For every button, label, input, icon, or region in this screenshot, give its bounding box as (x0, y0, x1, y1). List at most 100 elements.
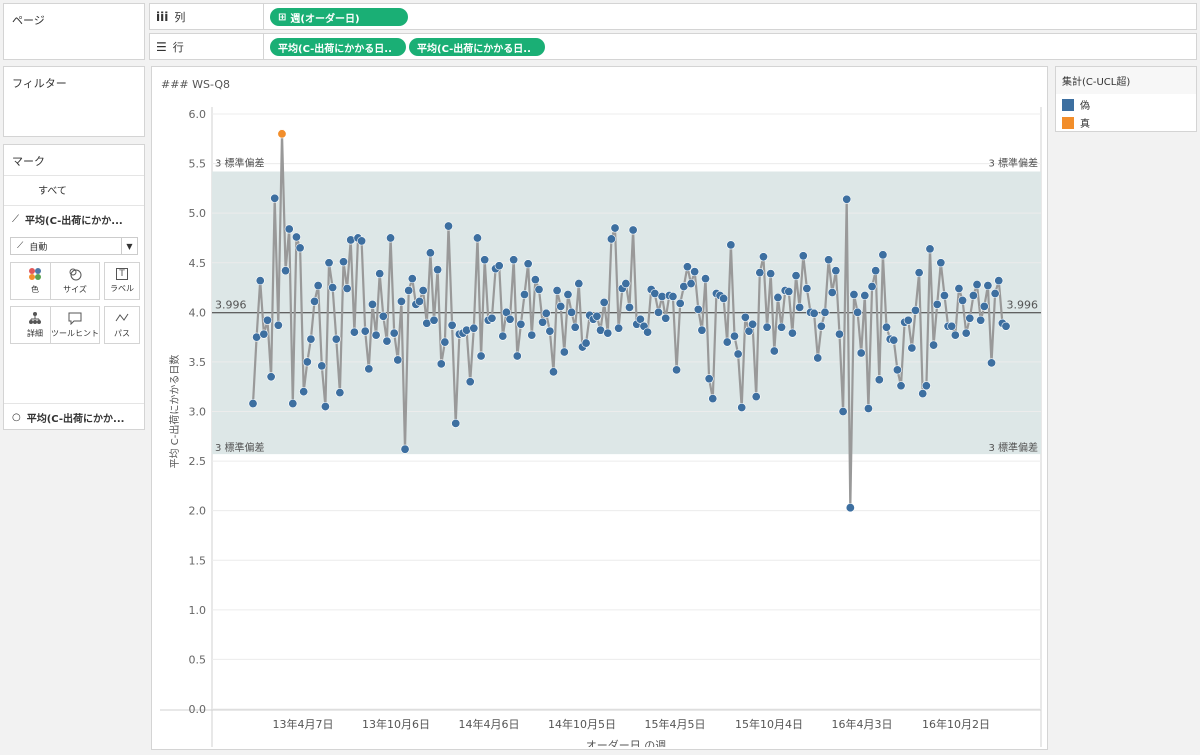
marks-series2-card[interactable]: ○ 平均(C-出荷にかか... (4, 403, 144, 431)
data-point (570, 322, 580, 332)
y-tick-label: 4.0 (189, 306, 207, 319)
data-point (994, 276, 1004, 286)
columns-icon: iii (156, 9, 169, 24)
data-point (842, 194, 852, 204)
data-point (795, 302, 805, 312)
text-label-icon: T (116, 268, 128, 280)
data-point (389, 328, 399, 338)
data-point (581, 338, 591, 348)
y-tick-label: 2.5 (189, 455, 207, 468)
data-point (813, 353, 823, 363)
data-point (328, 283, 338, 293)
data-point (494, 261, 504, 271)
path-button[interactable]: パス (104, 306, 140, 344)
rows-pill-2[interactable]: 平均(C-出荷にかかる日.. (409, 38, 545, 56)
data-point (364, 364, 374, 374)
y-tick-label: 2.0 (189, 505, 207, 518)
data-point (845, 503, 855, 513)
size-button[interactable]: サイズ (50, 262, 100, 300)
data-point (592, 311, 602, 321)
mean-label-left: 3.996 (215, 299, 247, 312)
data-point (266, 372, 276, 382)
data-point (404, 286, 414, 296)
mark-type-dropdown[interactable]: ⟋ 自動 ▼ (10, 237, 138, 255)
data-point (947, 321, 957, 331)
y-tick-label: 1.0 (189, 604, 207, 617)
data-point (378, 311, 388, 321)
rows-shelf[interactable]: ☰ 行 平均(C-出荷にかかる日.. 平均(C-出荷にかかる日.. (149, 33, 1197, 60)
data-point (545, 326, 555, 336)
data-point (440, 337, 450, 347)
data-point (335, 388, 345, 398)
marks-series1-card[interactable]: ⟋ 平均(C-出荷にかか... (4, 205, 144, 233)
data-point (744, 326, 754, 336)
data-point (762, 322, 772, 332)
control-chart: 6.0 5.5 5.0 4.5 4.0 3.5 3.0 2.5 2.0 1.5 1.0 0.5 0.0 平… (160, 107, 1042, 747)
data-point (248, 399, 258, 409)
data-point (262, 315, 272, 325)
data-point (476, 351, 486, 361)
data-point (961, 328, 971, 338)
data-point (606, 234, 616, 244)
data-point (451, 418, 461, 428)
data-point (784, 287, 794, 297)
data-point (976, 315, 986, 325)
data-point (824, 255, 834, 265)
data-point (983, 281, 993, 291)
y-tick-label: 5.5 (189, 158, 207, 171)
legend-label-true: 真 (1080, 119, 1090, 130)
filters-panel[interactable]: フィルター (3, 66, 145, 137)
columns-shelf[interactable]: iii 列 ⊞ 週(オーダー日) (149, 3, 1197, 30)
legend-item-true[interactable]: 真 (1062, 115, 1090, 130)
pages-title: ページ (12, 14, 45, 27)
data-point (310, 296, 320, 306)
marks-all-card[interactable]: すべて (4, 175, 144, 203)
legend-swatch-true (1062, 116, 1074, 129)
tooltip-button-label: ツールヒント (51, 329, 99, 338)
data-point (838, 406, 848, 416)
data-point (827, 288, 837, 298)
data-point (541, 308, 551, 318)
columns-label: 列 (174, 10, 186, 24)
data-point (277, 129, 287, 139)
data-point (255, 276, 265, 286)
data-point (367, 299, 377, 309)
data-point (563, 289, 573, 299)
data-point (393, 355, 403, 365)
data-point (990, 288, 1000, 298)
tooltip-button[interactable]: ツールヒント (50, 306, 100, 344)
data-point (740, 312, 750, 322)
data-point (751, 392, 761, 402)
data-point (472, 233, 482, 243)
data-point (972, 280, 982, 290)
data-point (816, 321, 826, 331)
label-button[interactable]: T ラベル (104, 262, 140, 300)
chevron-down-icon: ▼ (121, 238, 137, 254)
data-point (748, 319, 758, 329)
data-point (512, 351, 522, 361)
data-point (610, 223, 620, 233)
data-point (386, 233, 396, 243)
legend-item-false[interactable]: 偽 (1062, 97, 1090, 112)
data-point (668, 291, 678, 301)
x-tick-label: 15年10月4日 (735, 717, 803, 731)
x-tick-label: 16年10月2日 (922, 717, 990, 731)
columns-pill-week[interactable]: ⊞ 週(オーダー日) (270, 8, 408, 26)
data-point (697, 325, 707, 335)
rows-pill-1[interactable]: 平均(C-出荷にかかる日.. (270, 38, 406, 56)
columns-shelf-label: iii 列 (150, 4, 264, 29)
rows-pill-2-label: 平均(C-出荷にかかる日.. (417, 43, 531, 55)
legend-label-false: 偽 (1080, 101, 1090, 112)
data-point (682, 262, 692, 272)
data-point (371, 330, 381, 340)
data-point (860, 290, 870, 300)
data-point (259, 329, 269, 339)
y-tick-label: 3.0 (189, 406, 207, 419)
data-point (284, 224, 294, 234)
data-point (896, 381, 906, 391)
data-point (628, 225, 638, 235)
y-tick-label: 1.5 (189, 554, 207, 567)
data-point (295, 243, 305, 253)
data-point (552, 286, 562, 296)
data-point (375, 269, 385, 279)
